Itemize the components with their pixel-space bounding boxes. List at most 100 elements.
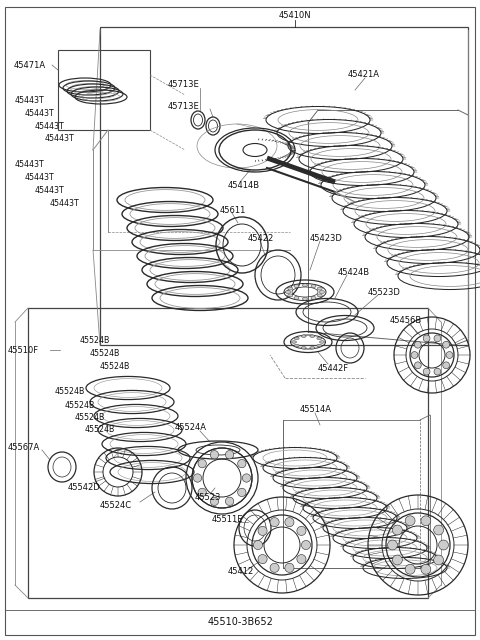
Text: 45443T: 45443T: [25, 109, 55, 118]
Text: 45524B: 45524B: [75, 413, 105, 422]
Text: 45471A: 45471A: [14, 61, 46, 70]
Ellipse shape: [294, 296, 299, 300]
Circle shape: [421, 516, 431, 525]
Circle shape: [270, 563, 279, 572]
Circle shape: [393, 555, 402, 565]
Ellipse shape: [317, 344, 322, 347]
Ellipse shape: [317, 287, 322, 290]
Ellipse shape: [288, 294, 293, 297]
Circle shape: [423, 368, 430, 375]
Circle shape: [434, 525, 444, 535]
Text: 45443T: 45443T: [25, 173, 55, 182]
Text: 45514A: 45514A: [300, 406, 332, 415]
Circle shape: [297, 554, 306, 564]
Text: 45443T: 45443T: [15, 159, 45, 168]
Circle shape: [253, 540, 263, 550]
Circle shape: [405, 564, 415, 574]
Circle shape: [258, 554, 267, 564]
Text: 45456B: 45456B: [390, 316, 422, 324]
Bar: [28, 308, 428, 598]
Circle shape: [193, 474, 202, 482]
Ellipse shape: [294, 285, 299, 287]
Circle shape: [210, 451, 218, 459]
Text: 45443T: 45443T: [35, 186, 65, 195]
Ellipse shape: [294, 337, 299, 340]
Ellipse shape: [320, 291, 324, 294]
Text: 45524B: 45524B: [65, 401, 95, 410]
Circle shape: [285, 563, 294, 572]
Circle shape: [443, 362, 450, 369]
Circle shape: [301, 540, 311, 550]
Circle shape: [434, 335, 441, 342]
Text: 45524B: 45524B: [100, 362, 130, 371]
Circle shape: [434, 368, 441, 375]
Ellipse shape: [311, 285, 316, 287]
Circle shape: [414, 341, 421, 348]
Text: 45523: 45523: [195, 493, 221, 502]
Circle shape: [242, 474, 251, 482]
Text: 45511E: 45511E: [212, 515, 243, 525]
Circle shape: [405, 516, 415, 525]
Ellipse shape: [286, 291, 290, 294]
Circle shape: [285, 518, 294, 527]
Ellipse shape: [301, 347, 306, 349]
Circle shape: [198, 488, 206, 497]
Text: 45713E: 45713E: [168, 79, 200, 88]
Text: 45424B: 45424B: [338, 268, 370, 276]
Circle shape: [434, 555, 444, 565]
Text: 45412: 45412: [228, 568, 254, 577]
Text: 45423D: 45423D: [310, 234, 343, 243]
Text: 45542D: 45542D: [68, 483, 101, 492]
Ellipse shape: [288, 287, 293, 290]
Circle shape: [423, 335, 430, 342]
Circle shape: [414, 362, 421, 369]
Text: 45443T: 45443T: [35, 122, 65, 131]
Text: 45443T: 45443T: [15, 95, 45, 104]
Circle shape: [387, 540, 397, 550]
Circle shape: [238, 460, 246, 468]
Text: 45510-3B652: 45510-3B652: [207, 617, 273, 627]
Ellipse shape: [301, 335, 306, 337]
Ellipse shape: [317, 337, 322, 340]
Ellipse shape: [310, 347, 315, 349]
Bar: [58, 50, 150, 130]
Circle shape: [421, 564, 431, 574]
Circle shape: [270, 518, 279, 527]
Text: 45414B: 45414B: [228, 180, 260, 189]
Circle shape: [411, 351, 418, 358]
Ellipse shape: [302, 284, 308, 287]
Circle shape: [443, 341, 450, 348]
Circle shape: [226, 497, 234, 506]
Ellipse shape: [310, 335, 315, 337]
Circle shape: [226, 451, 234, 459]
Circle shape: [446, 351, 453, 358]
Text: 45421A: 45421A: [348, 70, 380, 79]
Circle shape: [238, 488, 246, 497]
Circle shape: [393, 525, 402, 535]
Circle shape: [297, 526, 306, 536]
Circle shape: [210, 497, 218, 506]
Text: 45410N: 45410N: [279, 10, 312, 19]
Circle shape: [198, 460, 206, 468]
Circle shape: [439, 540, 448, 550]
Ellipse shape: [320, 340, 324, 343]
Circle shape: [258, 526, 267, 536]
Text: 45524B: 45524B: [80, 335, 110, 344]
Text: 45611: 45611: [220, 205, 246, 214]
Text: 45524B: 45524B: [90, 349, 120, 358]
Text: 45524C: 45524C: [100, 500, 132, 509]
Ellipse shape: [302, 298, 308, 300]
Text: 45523D: 45523D: [368, 287, 401, 296]
Text: 45524B: 45524B: [55, 387, 85, 397]
Ellipse shape: [311, 296, 316, 300]
Text: 45510F: 45510F: [8, 346, 39, 355]
Text: 45567A: 45567A: [8, 442, 40, 451]
Ellipse shape: [291, 340, 297, 343]
Text: 45524B: 45524B: [85, 426, 115, 435]
Ellipse shape: [317, 294, 322, 297]
Text: 45443T: 45443T: [45, 134, 75, 143]
Text: 45713E: 45713E: [168, 102, 200, 111]
Ellipse shape: [294, 344, 299, 347]
Text: 45422: 45422: [248, 234, 274, 243]
Text: 45524A: 45524A: [175, 424, 207, 433]
